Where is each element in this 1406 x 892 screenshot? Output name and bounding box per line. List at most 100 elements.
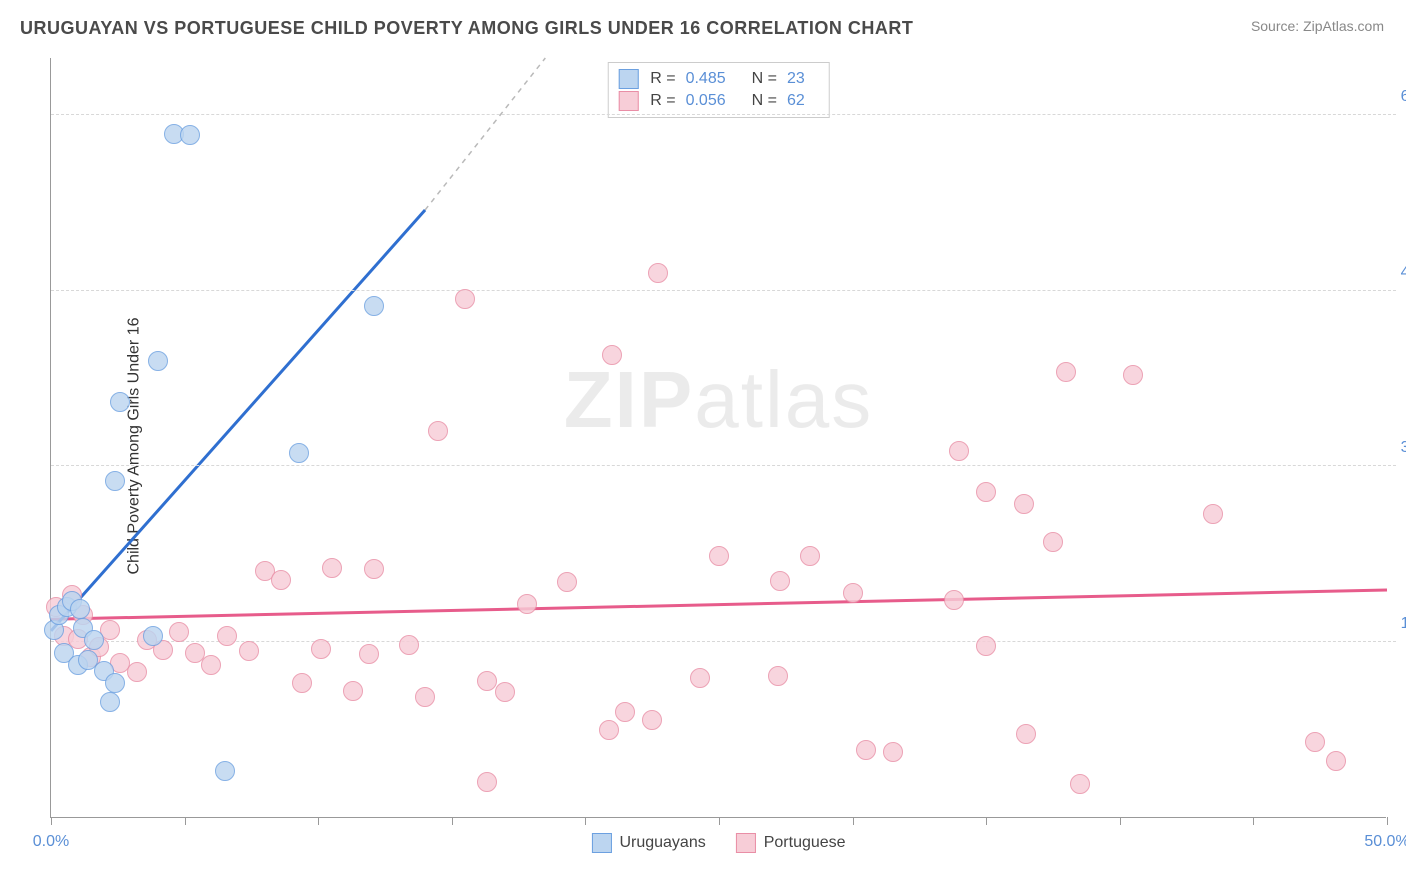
y-tick-label: 60.0% [1401,88,1406,106]
source-label: Source: ZipAtlas.com [1251,18,1384,34]
data-point-portuguese [1123,365,1143,385]
data-point-uruguayans [100,692,120,712]
data-point-portuguese [1070,774,1090,794]
x-tick [318,817,319,825]
r-value-portuguese: 0.056 [686,92,726,110]
data-point-portuguese [517,594,537,614]
r-label: R = [650,70,675,88]
data-point-portuguese [477,772,497,792]
data-point-portuguese [599,720,619,740]
data-point-portuguese [1056,362,1076,382]
data-point-portuguese [768,666,788,686]
plot-area: ZIPatlas R = 0.485 N = 23 R = 0.056 N = … [50,58,1386,818]
chart-container: URUGUAYAN VS PORTUGUESE CHILD POVERTY AM… [0,0,1406,892]
series-legend: Uruguayans Portuguese [591,833,845,853]
data-point-portuguese [169,622,189,642]
n-value-uruguayans: 23 [787,70,805,88]
data-point-portuguese [949,441,969,461]
swatch-uruguayans [618,69,638,89]
data-point-portuguese [292,673,312,693]
data-point-portuguese [709,546,729,566]
data-point-portuguese [217,626,237,646]
gridline-h [51,465,1396,466]
stats-legend: R = 0.485 N = 23 R = 0.056 N = 62 [607,62,830,118]
trend-lines-overlay [51,58,1387,818]
data-point-uruguayans [143,626,163,646]
data-point-uruguayans [364,296,384,316]
data-point-uruguayans [70,599,90,619]
data-point-portuguese [1043,532,1063,552]
r-label: R = [650,92,675,110]
data-point-portuguese [239,641,259,661]
data-point-uruguayans [148,351,168,371]
x-tick [51,817,52,825]
watermark-thin: atlas [694,355,873,444]
data-point-portuguese [976,482,996,502]
data-point-uruguayans [105,673,125,693]
swatch-uruguayans [591,833,611,853]
data-point-portuguese [1326,751,1346,771]
data-point-portuguese [364,559,384,579]
x-tick [185,817,186,825]
x-tick [1120,817,1121,825]
data-point-portuguese [976,636,996,656]
x-tick [452,817,453,825]
data-point-portuguese [455,289,475,309]
legend-label-portuguese: Portuguese [764,834,846,852]
data-point-portuguese [856,740,876,760]
swatch-portuguese [736,833,756,853]
y-tick-label: 30.0% [1401,439,1406,457]
data-point-portuguese [1014,494,1034,514]
legend-item-portuguese: Portuguese [736,833,846,853]
legend-label-uruguayans: Uruguayans [619,834,705,852]
data-point-portuguese [428,421,448,441]
x-tick [853,817,854,825]
data-point-portuguese [648,263,668,283]
gridline-h [51,290,1396,291]
data-point-portuguese [690,668,710,688]
data-point-portuguese [201,655,221,675]
y-tick-label: 45.0% [1401,264,1406,282]
data-point-portuguese [322,558,342,578]
trend-line-uruguayans-extrapolated [425,58,545,210]
data-point-portuguese [343,681,363,701]
data-point-portuguese [1305,732,1325,752]
data-point-portuguese [1203,504,1223,524]
data-point-portuguese [770,571,790,591]
data-point-portuguese [1016,724,1036,744]
x-tick-label: 50.0% [1364,833,1406,851]
data-point-uruguayans [84,630,104,650]
data-point-uruguayans [289,443,309,463]
data-point-portuguese [602,345,622,365]
n-label: N = [752,92,777,110]
n-value-portuguese: 62 [787,92,805,110]
data-point-portuguese [800,546,820,566]
stats-row-portuguese: R = 0.056 N = 62 [618,91,819,111]
data-point-portuguese [127,662,147,682]
gridline-h [51,114,1396,115]
x-tick [585,817,586,825]
data-point-portuguese [477,671,497,691]
data-point-portuguese [642,710,662,730]
data-point-uruguayans [215,761,235,781]
watermark: ZIPatlas [564,354,873,446]
stats-row-uruguayans: R = 0.485 N = 23 [618,69,819,89]
x-tick [1387,817,1388,825]
r-value-uruguayans: 0.485 [686,70,726,88]
data-point-uruguayans [110,392,130,412]
n-label: N = [752,70,777,88]
data-point-portuguese [271,570,291,590]
data-point-uruguayans [180,125,200,145]
chart-title: URUGUAYAN VS PORTUGUESE CHILD POVERTY AM… [20,18,913,39]
data-point-portuguese [944,590,964,610]
x-tick [1253,817,1254,825]
trend-line-portuguese [51,590,1387,619]
swatch-portuguese [618,91,638,111]
data-point-uruguayans [105,471,125,491]
data-point-portuguese [311,639,331,659]
legend-item-uruguayans: Uruguayans [591,833,705,853]
data-point-portuguese [557,572,577,592]
data-point-portuguese [883,742,903,762]
y-tick-label: 15.0% [1401,615,1406,633]
x-tick-label: 0.0% [33,833,69,851]
